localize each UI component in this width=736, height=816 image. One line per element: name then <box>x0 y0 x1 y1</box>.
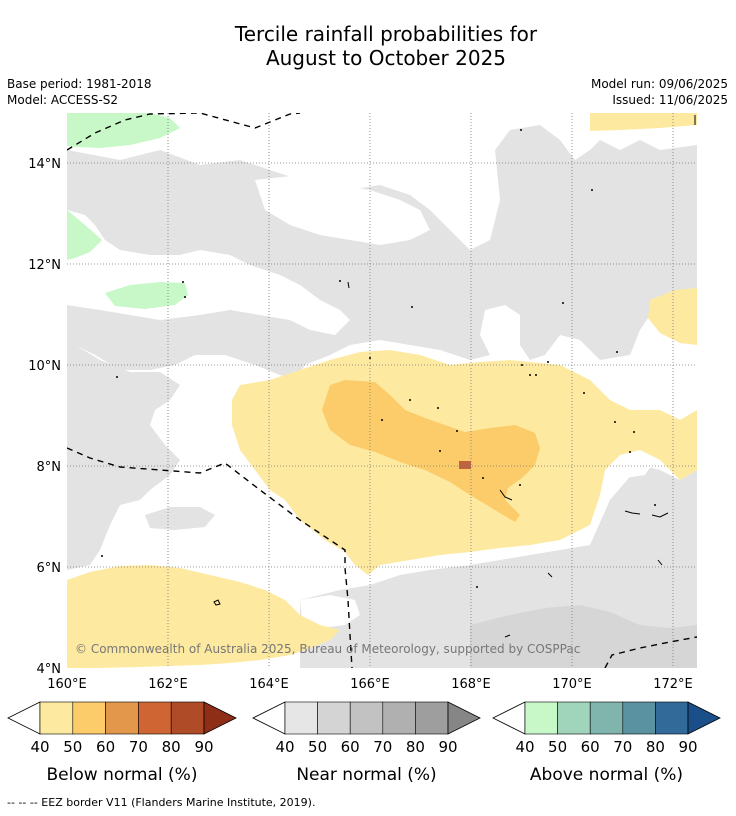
legend-extend-high <box>687 701 721 735</box>
model-label: Model: ACCESS-S2 <box>7 93 119 107</box>
legend-swatch <box>284 701 318 735</box>
legend-tick-label: 90 <box>438 738 457 756</box>
legend-tick-label: 40 <box>30 738 49 756</box>
meta-right: Model run: 09/06/2025 Issued: 11/06/2025 <box>591 76 728 108</box>
near-normal-region-north <box>67 125 697 380</box>
title-line-1: Tercile rainfall probabilities for <box>234 22 538 46</box>
legend-tick-label: 80 <box>406 738 425 756</box>
legend-swatch <box>317 701 351 735</box>
lat-label: 10°N <box>28 359 61 374</box>
lat-label: 12°N <box>28 258 61 273</box>
meta-left: Base period: 1981-2018 Model: ACCESS-S2 <box>7 76 152 108</box>
legend-extend-low <box>252 701 286 735</box>
legend-extend-low <box>492 701 526 735</box>
lat-label: 6°N <box>37 561 62 576</box>
legend-extend-low <box>7 701 41 735</box>
below-normal-40-region-ne <box>590 113 697 131</box>
legend-tick-label: 50 <box>308 738 327 756</box>
legend-tick-label: 70 <box>129 738 148 756</box>
legend-swatch <box>622 701 656 735</box>
legend-above-normal: 40 50 60 70 80 90 Above normal (%) <box>492 701 721 785</box>
legend-title: Near normal (%) <box>296 765 436 785</box>
legend-swatch <box>655 701 689 735</box>
below-normal-40-region-south <box>67 565 340 668</box>
base-period-label: Base period: 1981-2018 <box>7 77 152 91</box>
above-normal-region-w <box>67 210 102 260</box>
legend-swatch <box>557 701 591 735</box>
legend-swatch <box>349 701 384 735</box>
normal-pocket-white-4 <box>300 595 360 628</box>
legend-tick-label: 80 <box>646 738 665 756</box>
legend-swatch <box>72 701 106 735</box>
longitude-labels: 160°E 162°E 164°E 166°E 168°E 170°E 172°… <box>47 677 693 692</box>
legend-tick-label: 40 <box>515 738 534 756</box>
legend-tick-label: 90 <box>678 738 697 756</box>
model-run-label: Model run: 09/06/2025 <box>590 77 728 91</box>
legend-title: Below normal (%) <box>47 765 198 785</box>
islands <box>213 115 696 638</box>
legend-tick-label: 70 <box>613 738 632 756</box>
legend-swatch <box>589 701 624 735</box>
island-dots <box>101 129 656 588</box>
lon-label: 166°E <box>350 677 390 692</box>
legend-swatch <box>170 701 205 735</box>
legend-tick-label: 60 <box>581 738 600 756</box>
legend-below-normal: 40 50 60 70 80 90 Below normal (%) <box>7 701 237 785</box>
legend-tick-label: 60 <box>96 738 115 756</box>
lat-label: 14°N <box>28 157 61 172</box>
lat-label: 4°N <box>37 662 62 677</box>
chart-title: Tercile rainfall probabilities for Augus… <box>0 22 736 70</box>
below-normal-40-region-east <box>648 288 697 345</box>
legend-tick-label: 50 <box>548 738 567 756</box>
legend-swatch <box>415 701 449 735</box>
legend-swatch <box>105 701 139 735</box>
lon-label: 170°E <box>552 677 592 692</box>
issued-label: Issued: 11/06/2025 <box>612 93 728 107</box>
legend-tick-label: 90 <box>194 738 213 756</box>
lon-label: 164°E <box>249 677 289 692</box>
normal-pocket-white-2 <box>255 175 430 245</box>
lon-label: 172°E <box>653 677 693 692</box>
lat-label: 8°N <box>37 460 62 475</box>
legend-tick-label: 70 <box>373 738 392 756</box>
legend-tick-label: 80 <box>162 738 181 756</box>
latitude-labels: 14°N 12°N 10°N 8°N 6°N 4°N <box>28 157 61 677</box>
legend-swatch <box>39 701 74 735</box>
legend-tick-label: 50 <box>63 738 82 756</box>
lon-label: 168°E <box>451 677 491 692</box>
legend-swatch <box>524 701 558 735</box>
eez-footnote: -- -- -- EEZ border V11 (Flanders Marine… <box>7 796 316 809</box>
legend-tick-label: 60 <box>341 738 360 756</box>
above-normal-region-nw <box>67 113 180 148</box>
legend-tick-label: 40 <box>275 738 294 756</box>
legend-extend-high <box>447 701 481 735</box>
lon-label: 162°E <box>148 677 188 692</box>
eez-borders <box>67 113 697 668</box>
near-normal-region-west <box>67 340 180 570</box>
legend-swatch <box>138 701 172 735</box>
above-normal-region-w2 <box>105 282 188 309</box>
below-normal-50-region-core <box>322 380 540 522</box>
lon-label: 160°E <box>47 677 87 692</box>
legend-swatch <box>382 701 416 735</box>
legend-extend-high <box>203 701 237 735</box>
legend-title: Above normal (%) <box>530 765 683 785</box>
gridlines <box>67 113 697 668</box>
below-normal-60-patch <box>459 461 471 469</box>
near-normal-island-blob <box>145 507 215 530</box>
map-area: © Commonwealth of Australia 2025, Bureau… <box>67 113 697 668</box>
copyright-notice: © Commonwealth of Australia 2025, Bureau… <box>75 642 580 656</box>
title-line-2: August to October 2025 <box>265 46 507 70</box>
near-normal-region-south-dark <box>470 605 697 668</box>
